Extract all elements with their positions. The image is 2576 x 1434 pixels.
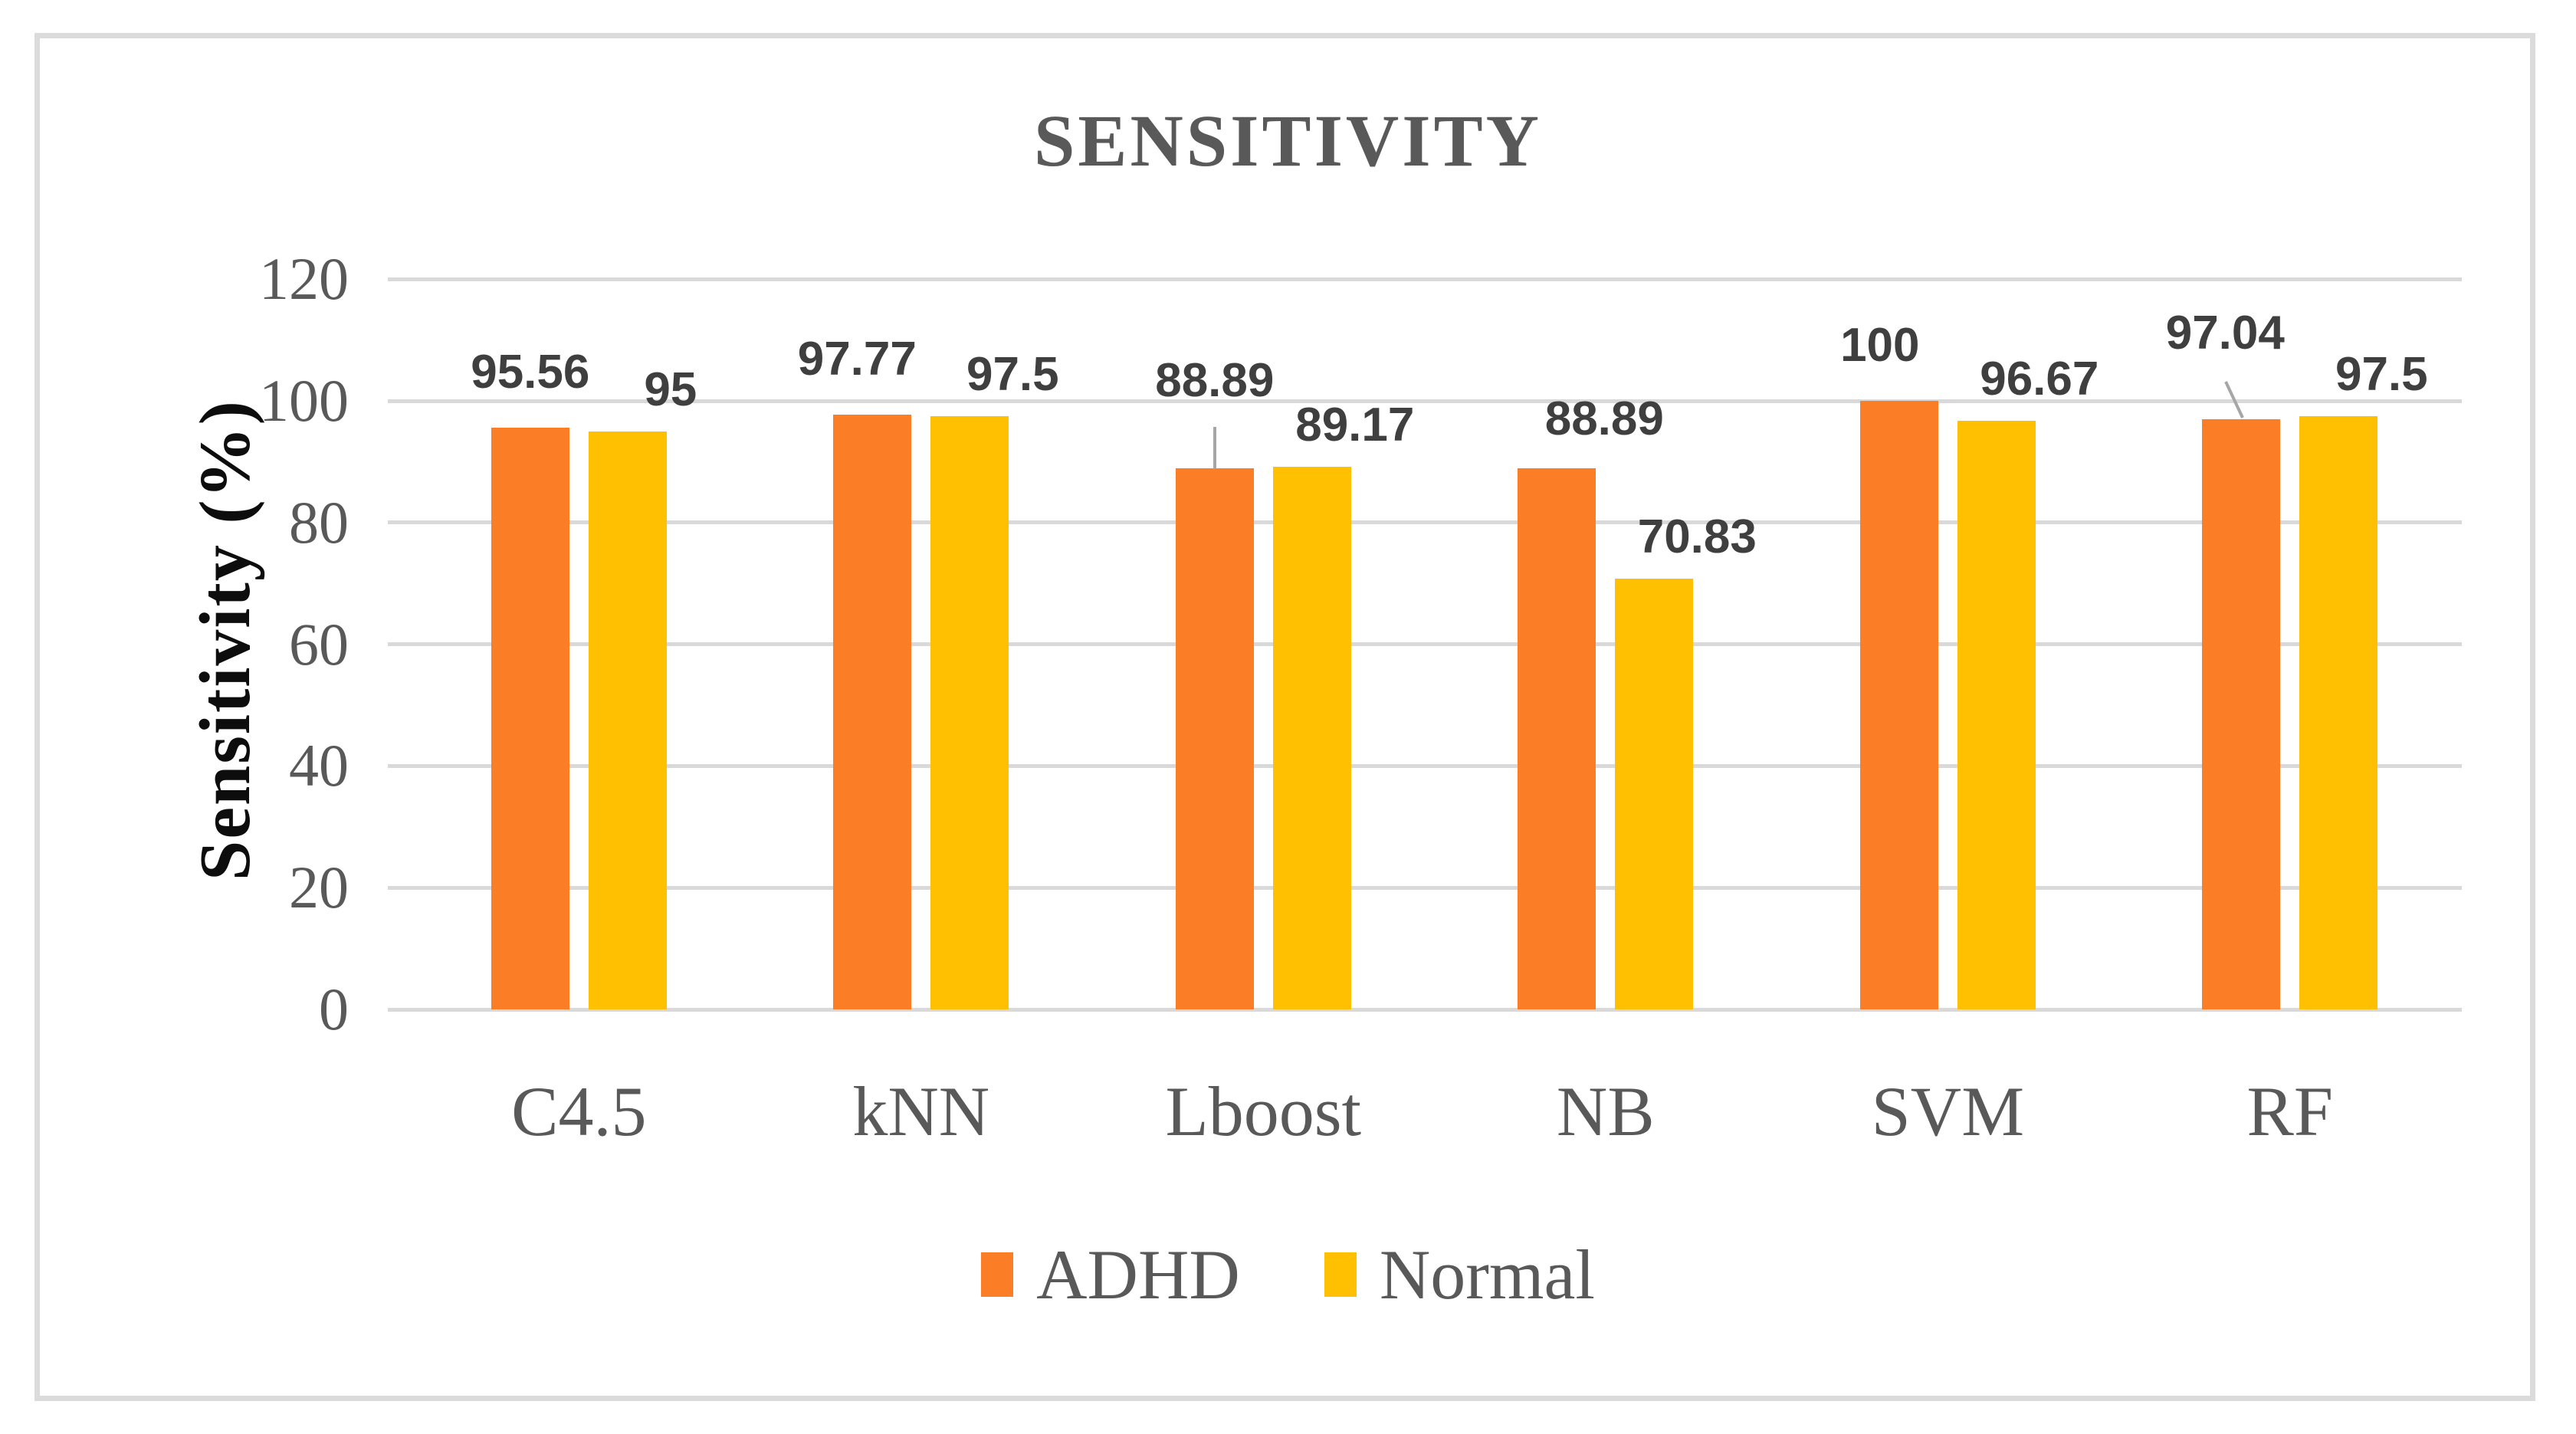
data-label-adhd-C4.5: 95.56: [471, 346, 590, 399]
gridline-40: [388, 764, 2462, 768]
x-category-label-Lboost: Lboost: [1165, 1072, 1362, 1150]
y-tick-label-60: 60: [289, 611, 349, 678]
y-tick-label-20: 20: [289, 854, 349, 920]
x-category-label-NB: NB: [1556, 1072, 1655, 1150]
data-label-adhd-NB: 88.89: [1544, 392, 1664, 445]
legend-label-normal: Normal: [1379, 1235, 1595, 1314]
legend-swatch-adhd: [981, 1252, 1014, 1297]
data-label-adhd-kNN: 97.77: [797, 332, 917, 386]
data-label-normal-kNN: 97.5: [966, 347, 1059, 401]
data-label-normal-RF: 97.5: [2335, 347, 2428, 401]
legend-item-adhd: ADHD: [981, 1236, 1240, 1313]
bar-normal-C4.5: [588, 431, 667, 1009]
legend-label-adhd: ADHD: [1036, 1235, 1240, 1314]
data-label-adhd-RF: 97.04: [2165, 307, 2285, 359]
y-tick-label-100: 100: [259, 367, 349, 434]
bar-normal-NB: [1615, 578, 1694, 1009]
bar-normal-Lboost: [1272, 467, 1351, 1009]
data-label-normal-C4.5: 95: [644, 363, 697, 416]
legend-swatch-normal: [1324, 1252, 1357, 1297]
bar-normal-RF: [2299, 415, 2378, 1009]
bar-adhd-RF: [2202, 418, 2281, 1009]
gridline-0: [388, 1008, 2462, 1012]
data-label-normal-NB: 70.83: [1637, 510, 1757, 563]
bar-adhd-NB: [1518, 468, 1596, 1009]
gridline-80: [388, 520, 2462, 524]
data-label-adhd-SVM: 100: [1840, 319, 1920, 372]
bar-adhd-Lboost: [1175, 468, 1254, 1009]
bar-adhd-C4.5: [491, 428, 569, 1009]
y-tick-label-120: 120: [259, 245, 349, 312]
gridline-60: [388, 642, 2462, 646]
legend-item-normal: Normal: [1324, 1236, 1595, 1313]
y-tick-label-0: 0: [319, 976, 349, 1042]
bar-adhd-kNN: [833, 414, 912, 1009]
legend: ADHD Normal: [0, 1225, 2576, 1324]
bar-normal-SVM: [1957, 421, 2036, 1009]
x-category-label-RF: RF: [2246, 1072, 2334, 1150]
x-category-label-SVM: SVM: [1871, 1072, 2025, 1150]
bar-normal-kNN: [930, 415, 1009, 1009]
gridline-20: [388, 886, 2462, 890]
gridline-100: [388, 399, 2462, 403]
y-tick-label-40: 40: [289, 732, 349, 799]
data-label-normal-SVM: 96.67: [1980, 353, 2099, 406]
chart-title: SENSITIVITY: [1034, 100, 1542, 182]
y-tick-label-80: 80: [289, 489, 349, 556]
bar-adhd-SVM: [1859, 401, 1938, 1009]
data-label-normal-Lboost: 89.17: [1295, 399, 1415, 451]
x-category-label-kNN: kNN: [852, 1072, 990, 1150]
gridline-120: [388, 277, 2462, 281]
x-category-label-C4.5: C4.5: [511, 1072, 647, 1150]
data-label-adhd-Lboost: 88.89: [1155, 354, 1275, 407]
